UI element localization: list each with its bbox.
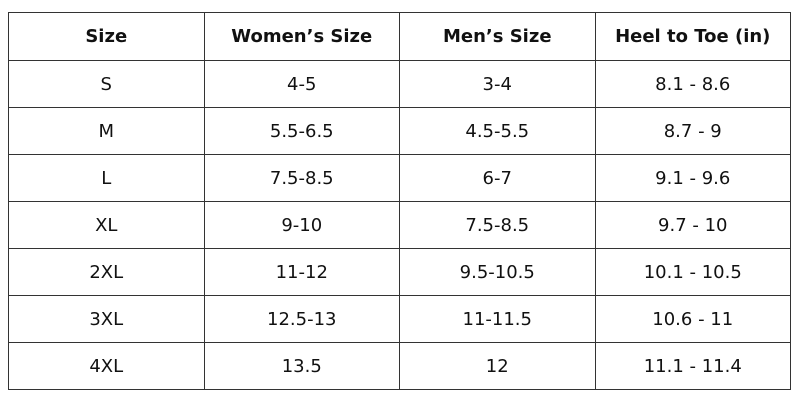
table-cell: 11.1 - 11.4 bbox=[594, 342, 791, 390]
table-cell: 7.5-8.5 bbox=[399, 201, 596, 249]
header-cell: Heel to Toe (in) bbox=[594, 12, 791, 61]
table-cell: 10.1 - 10.5 bbox=[594, 248, 791, 296]
table-cell: 8.1 - 8.6 bbox=[594, 60, 791, 108]
table-row: L 7.5-8.5 6-7 9.1 - 9.6 bbox=[8, 154, 791, 202]
table-cell: 10.6 - 11 bbox=[594, 295, 791, 343]
header-cell: Men’s Size bbox=[399, 12, 596, 61]
table-cell: 4.5-5.5 bbox=[399, 107, 596, 155]
table-cell: 4-5 bbox=[203, 60, 400, 108]
table-cell: 8.7 - 9 bbox=[594, 107, 791, 155]
table-row: M 5.5-6.5 4.5-5.5 8.7 - 9 bbox=[8, 107, 791, 155]
table-cell: 5.5-6.5 bbox=[203, 107, 400, 155]
table-cell: 9.7 - 10 bbox=[594, 201, 791, 249]
table-cell: 3XL bbox=[8, 295, 205, 343]
table-cell: 11-11.5 bbox=[399, 295, 596, 343]
table-row: XL 9-10 7.5-8.5 9.7 - 10 bbox=[8, 201, 791, 249]
table-cell: 3-4 bbox=[399, 60, 596, 108]
table-cell: 9.1 - 9.6 bbox=[594, 154, 791, 202]
size-chart-table: Size Women’s Size Men’s Size Heel to Toe (i… bbox=[8, 12, 791, 390]
header-cell: Size bbox=[8, 12, 205, 61]
table-cell: S bbox=[8, 60, 205, 108]
table-cell: 9-10 bbox=[203, 201, 400, 249]
table-cell: 9.5-10.5 bbox=[399, 248, 596, 296]
header-cell: Women’s Size bbox=[203, 12, 400, 61]
table-cell: 2XL bbox=[8, 248, 205, 296]
table-row: 3XL 12.5-13 11-11.5 10.6 - 11 bbox=[8, 295, 791, 343]
table-cell: 6-7 bbox=[399, 154, 596, 202]
table-cell: XL bbox=[8, 201, 205, 249]
table-row: 2XL 11-12 9.5-10.5 10.1 - 10.5 bbox=[8, 248, 791, 296]
table-cell: M bbox=[8, 107, 205, 155]
table-cell: 12 bbox=[399, 342, 596, 390]
header-row: Size Women’s Size Men’s Size Heel to Toe (i… bbox=[8, 12, 791, 61]
table-cell: 12.5-13 bbox=[203, 295, 400, 343]
table-cell: 13.5 bbox=[203, 342, 400, 390]
table-row: S 4-5 3-4 8.1 - 8.6 bbox=[8, 60, 791, 108]
table-cell: L bbox=[8, 154, 205, 202]
table-cell: 7.5-8.5 bbox=[203, 154, 400, 202]
table-row: 4XL 13.5 12 11.1 - 11.4 bbox=[8, 342, 791, 390]
table-cell: 11-12 bbox=[203, 248, 400, 296]
table-cell: 4XL bbox=[8, 342, 205, 390]
